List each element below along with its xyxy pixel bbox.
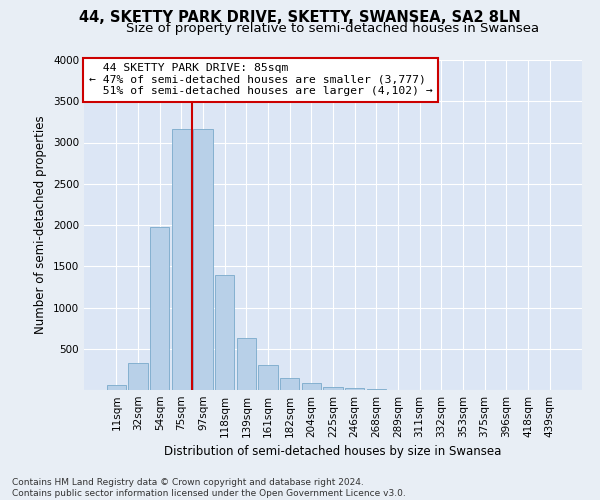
Bar <box>193 130 213 390</box>
Text: 44 SKETTY PARK DRIVE: 85sqm
← 47% of semi-detached houses are smaller (3,777)
  : 44 SKETTY PARK DRIVE: 85sqm ← 47% of sem… <box>89 64 433 96</box>
Bar <box>172 130 191 390</box>
Bar <box>215 276 235 390</box>
Bar <box>258 365 278 390</box>
Text: Contains HM Land Registry data © Crown copyright and database right 2024.
Contai: Contains HM Land Registry data © Crown c… <box>12 478 406 498</box>
Bar <box>128 363 148 390</box>
Bar <box>107 386 126 390</box>
Bar <box>345 388 364 390</box>
Y-axis label: Number of semi-detached properties: Number of semi-detached properties <box>34 116 47 334</box>
Text: 44, SKETTY PARK DRIVE, SKETTY, SWANSEA, SA2 8LN: 44, SKETTY PARK DRIVE, SKETTY, SWANSEA, … <box>79 10 521 25</box>
Bar <box>236 338 256 390</box>
Bar <box>323 386 343 390</box>
Bar <box>280 378 299 390</box>
Bar <box>302 384 321 390</box>
Title: Size of property relative to semi-detached houses in Swansea: Size of property relative to semi-detach… <box>127 22 539 35</box>
Bar <box>150 228 169 390</box>
X-axis label: Distribution of semi-detached houses by size in Swansea: Distribution of semi-detached houses by … <box>164 446 502 458</box>
